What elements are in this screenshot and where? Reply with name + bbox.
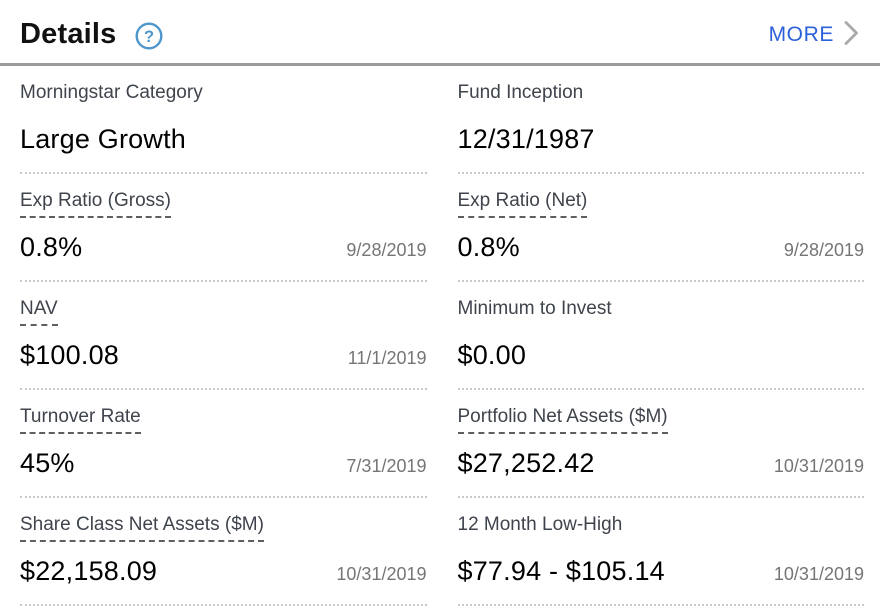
date-nav: 11/1/2019 <box>347 347 427 368</box>
cell-turnover-rate: Turnover Rate 45% 7/31/2019 <box>20 390 427 498</box>
date-share-class-net-assets: 10/31/2019 <box>336 563 427 584</box>
value-12-month-low-high: $77.94 - $105.14 <box>457 555 665 586</box>
more-link-label: MORE <box>768 22 834 46</box>
cell-fund-inception: Fund Inception 12/31/1987 <box>457 66 864 174</box>
cell-share-class-net-assets: Share Class Net Assets ($M) $22,158.09 1… <box>20 498 427 606</box>
value-portfolio-net-assets: $27,252.42 <box>457 447 595 478</box>
cell-exp-ratio-net: Exp Ratio (Net) 0.8% 9/28/2019 <box>457 174 864 282</box>
help-icon[interactable]: ? <box>134 21 164 51</box>
cell-minimum-to-invest: Minimum to Invest $0.00 <box>457 282 864 390</box>
date-exp-ratio-gross: 9/28/2019 <box>346 239 427 260</box>
label-exp-ratio-net-tooltip[interactable]: Exp Ratio (Net) <box>457 190 588 218</box>
label-turnover-rate-tooltip[interactable]: Turnover Rate <box>20 406 141 434</box>
cell-12-month-low-high: 12 Month Low-High $77.94 - $105.14 10/31… <box>457 498 864 606</box>
label-12-month-low-high: 12 Month Low-High <box>457 514 623 535</box>
label-portfolio-net-assets-tooltip[interactable]: Portfolio Net Assets ($M) <box>457 406 668 434</box>
value-exp-ratio-gross: 0.8% <box>20 231 83 262</box>
chevron-right-icon <box>843 20 860 51</box>
value-fund-inception: 12/31/1987 <box>457 123 595 154</box>
value-share-class-net-assets: $22,158.09 <box>20 555 158 586</box>
date-12-month-low-high: 10/31/2019 <box>773 563 864 584</box>
cell-nav: NAV $100.08 11/1/2019 <box>20 282 427 390</box>
value-nav: $100.08 <box>20 339 119 370</box>
page-title: Details <box>20 18 117 50</box>
value-turnover-rate: 45% <box>20 447 75 478</box>
details-grid: Morningstar Category Large Growth Fund I… <box>0 66 880 606</box>
cell-portfolio-net-assets: Portfolio Net Assets ($M) $27,252.42 10/… <box>457 390 864 498</box>
more-link[interactable]: MORE <box>769 18 860 51</box>
date-exp-ratio-net: 9/28/2019 <box>783 239 864 260</box>
date-turnover-rate: 7/31/2019 <box>346 455 427 476</box>
cell-exp-ratio-gross: Exp Ratio (Gross) 0.8% 9/28/2019 <box>20 174 427 282</box>
label-exp-ratio-gross-tooltip[interactable]: Exp Ratio (Gross) <box>20 190 171 218</box>
date-portfolio-net-assets: 10/31/2019 <box>773 455 864 476</box>
label-minimum-to-invest: Minimum to Invest <box>457 298 612 319</box>
details-header: Details ? MORE <box>0 0 880 66</box>
label-nav-tooltip[interactable]: NAV <box>20 298 58 326</box>
value-exp-ratio-net: 0.8% <box>457 231 520 262</box>
svg-text:?: ? <box>143 28 153 46</box>
label-fund-inception: Fund Inception <box>457 82 584 103</box>
value-morningstar-category: Large Growth <box>20 123 186 154</box>
cell-morningstar-category: Morningstar Category Large Growth <box>20 66 427 174</box>
label-morningstar-category: Morningstar Category <box>20 82 203 103</box>
label-share-class-net-assets-tooltip[interactable]: Share Class Net Assets ($M) <box>20 514 264 542</box>
value-minimum-to-invest: $0.00 <box>457 339 527 370</box>
